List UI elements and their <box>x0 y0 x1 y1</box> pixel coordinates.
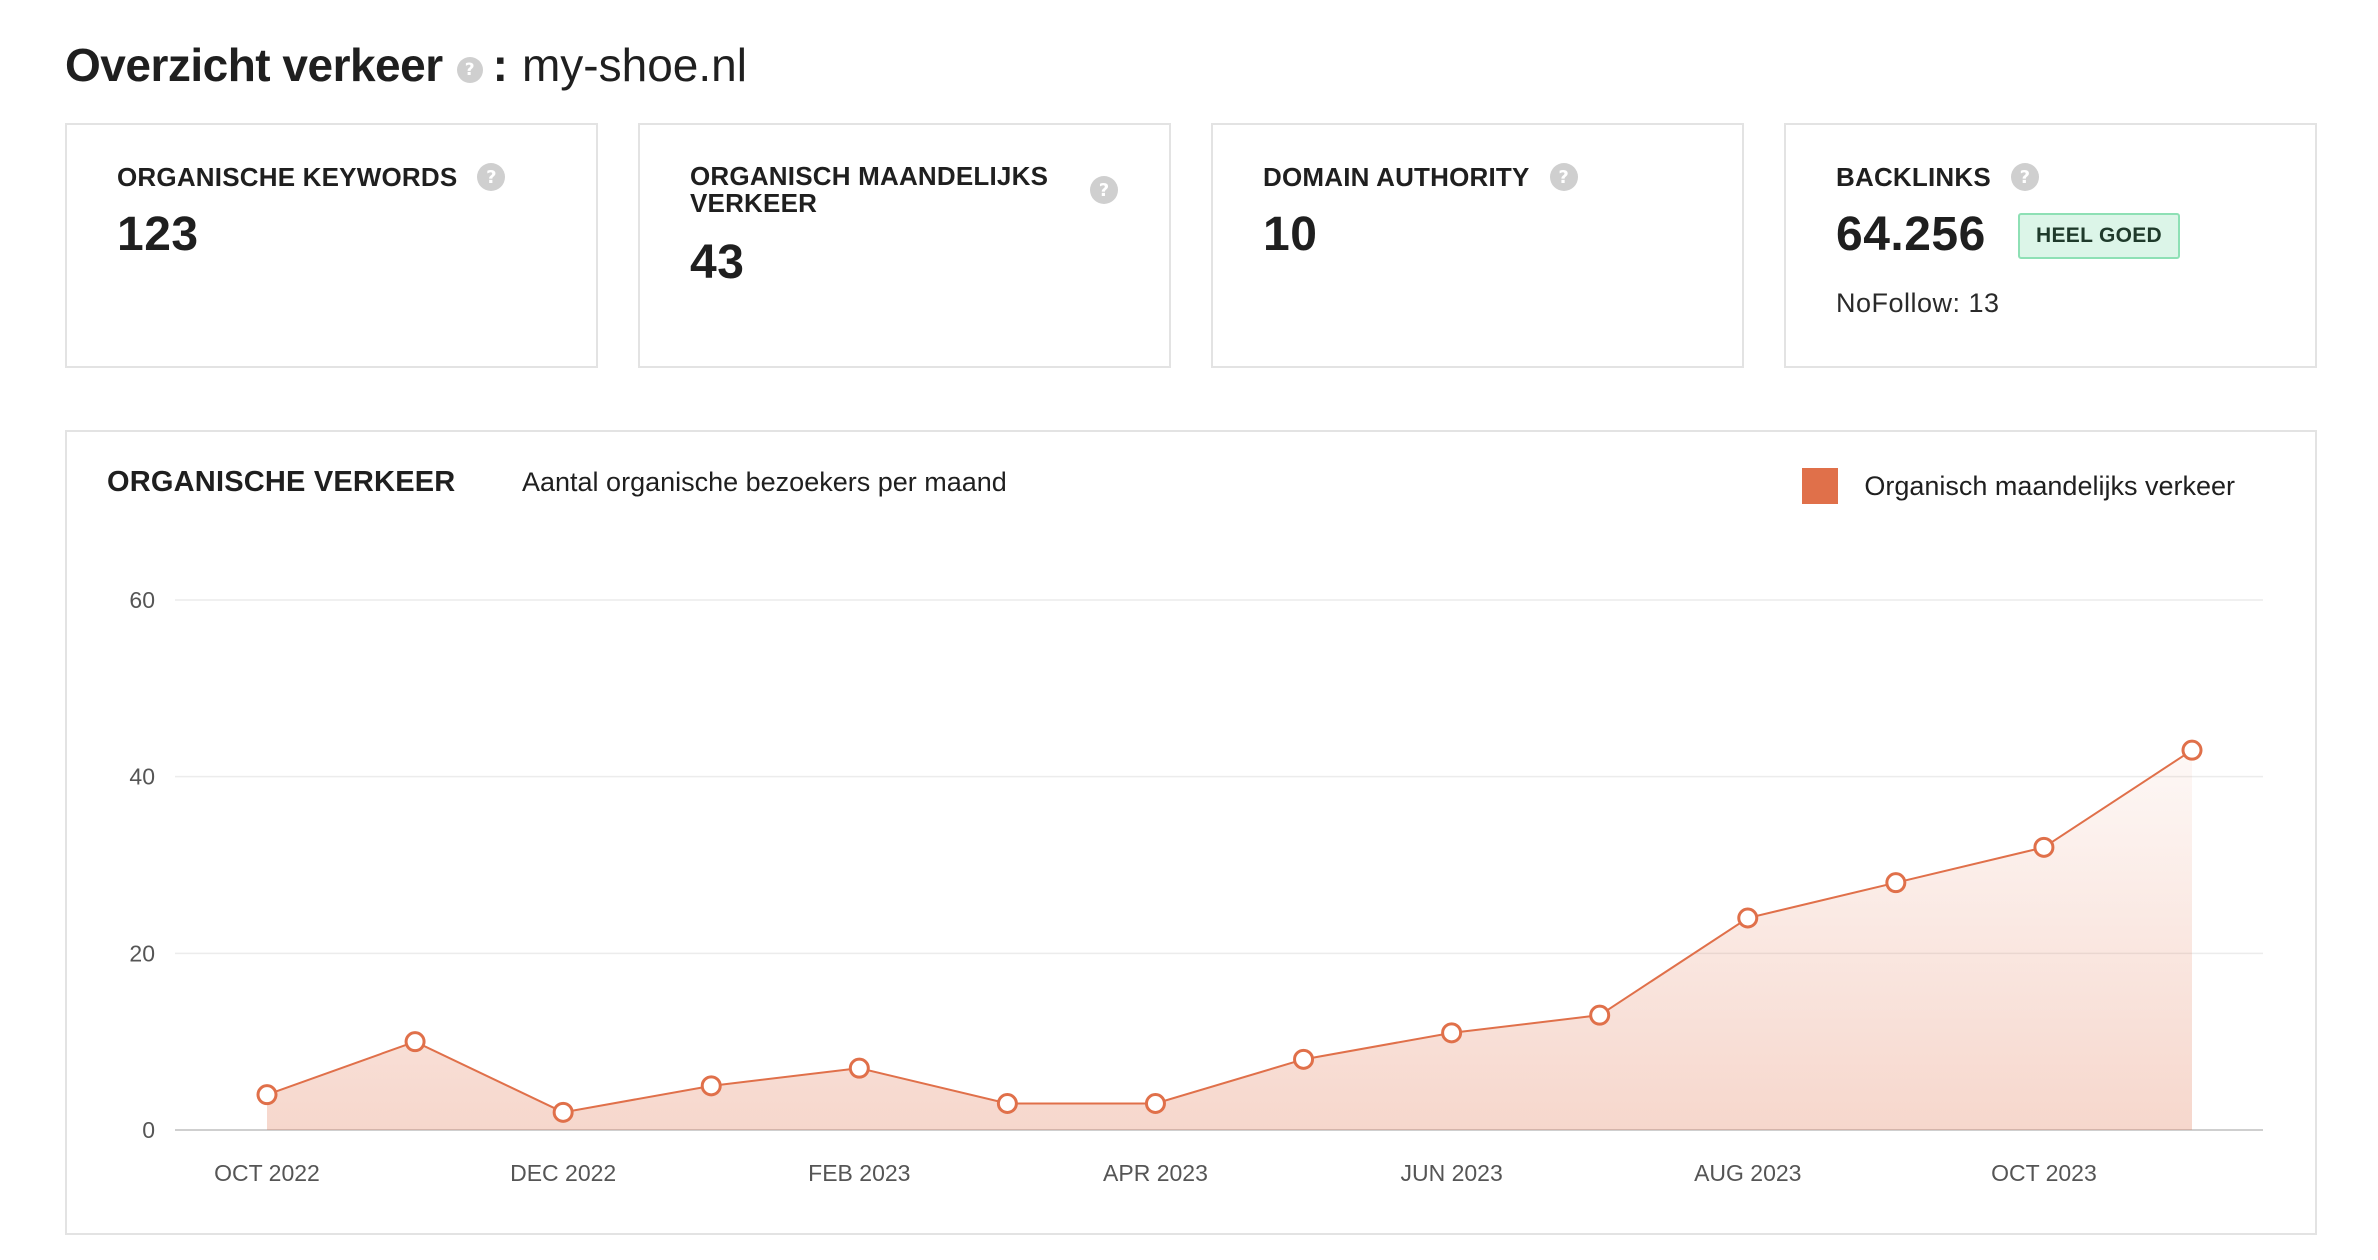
data-point <box>404 1031 426 1053</box>
y-tick-label: 40 <box>129 764 155 790</box>
card-organic-monthly-traffic: ORGANISCH MAANDELIJKS VERKEER ? 43 <box>638 123 1171 368</box>
legend-label: Organisch maandelijks verkeer <box>1864 470 2235 501</box>
card-label: BACKLINKS <box>1836 161 1991 192</box>
card-domain-authority: DOMAIN AUTHORITY ? 10 <box>1211 123 1744 368</box>
x-tick-label: OCT 2023 <box>1991 1160 2097 1186</box>
nofollow-count: NoFollow: 13 <box>1836 288 2000 318</box>
page-header: Overzicht verkeer ? : my-shoe.nl <box>65 30 747 100</box>
legend-swatch <box>1802 468 1839 504</box>
data-point <box>1293 1048 1315 1070</box>
y-tick-label: 0 <box>142 1117 155 1143</box>
data-point <box>996 1093 1018 1114</box>
help-icon[interactable]: ? <box>2010 163 2039 191</box>
data-point <box>1737 907 1759 929</box>
card-value: 123 <box>117 208 199 261</box>
metric-cards: ORGANISCHE KEYWORDS ? 123 ORGANISCH MAAN… <box>65 123 2317 368</box>
card-value: 10 <box>1263 208 1318 261</box>
help-icon[interactable]: ? <box>477 163 506 191</box>
organic-traffic-chart: 0 20 40 60 OCT 2022 DEC 2022 FEB 2023 APR 2023 J… <box>129 587 2263 1186</box>
data-point <box>2033 836 2055 858</box>
organic-traffic-chart-panel: 0 20 40 60 OCT 2022 DEC 2022 FEB 2023 APR 2023 J… <box>65 430 2317 1235</box>
series-line <box>266 749 2193 1114</box>
y-tick-label: 60 <box>129 587 155 613</box>
card-header: ORGANISCH MAANDELIJKS VERKEER ? <box>690 163 1118 217</box>
x-tick-label: AUG 2023 <box>1694 1160 1801 1186</box>
y-tick-label: 20 <box>129 940 155 966</box>
data-point <box>1885 872 1907 894</box>
help-icon[interactable]: ? <box>456 57 483 83</box>
title-separator: : <box>492 39 508 91</box>
status-badge: HEEL GOED <box>2018 213 2181 259</box>
x-tick-label: DEC 2022 <box>510 1160 616 1186</box>
card-organic-keywords: ORGANISCHE KEYWORDS ? 123 <box>65 123 598 368</box>
series-area <box>267 750 2192 1130</box>
x-tick-label: APR 2023 <box>1103 1160 1208 1186</box>
card-backlinks: BACKLINKS ? 64.256 HEEL GOED NoFollow: 1… <box>1784 123 2317 368</box>
domain-name: my-shoe.nl <box>521 39 747 91</box>
data-point <box>256 1084 278 1106</box>
card-label: DOMAIN AUTHORITY <box>1263 161 1530 192</box>
chart-title: ORGANISCHE VERKEER <box>107 466 456 498</box>
data-point <box>552 1101 574 1123</box>
x-tick-label: JUN 2023 <box>1400 1160 1502 1186</box>
chart-legend[interactable]: Organisch maandelijks verkeer <box>1802 468 2235 504</box>
card-header: DOMAIN AUTHORITY ? <box>1263 163 1578 191</box>
card-label: ORGANISCHE KEYWORDS <box>117 161 458 192</box>
data-point <box>1589 1004 1611 1026</box>
card-value: 43 <box>690 236 745 289</box>
data-point <box>2181 739 2203 761</box>
card-label: ORGANISCH MAANDELIJKS VERKEER <box>690 161 1049 218</box>
data-point <box>1144 1093 1166 1114</box>
card-header: ORGANISCHE KEYWORDS ? <box>117 161 506 192</box>
help-icon[interactable]: ? <box>1549 163 1578 191</box>
card-header: BACKLINKS ? <box>1836 163 2039 191</box>
page-title: Overzicht verkeer <box>65 39 443 91</box>
card-value: 64.256 <box>1836 208 1986 261</box>
help-icon[interactable]: ? <box>1090 176 1118 204</box>
chart-subtitle: Aantal organische bezoekers per maand <box>522 467 1007 497</box>
data-point <box>700 1075 722 1097</box>
data-point <box>1441 1022 1463 1044</box>
data-point <box>848 1057 870 1079</box>
x-tick-label: OCT 2022 <box>214 1160 320 1186</box>
x-tick-label: FEB 2023 <box>808 1160 910 1186</box>
